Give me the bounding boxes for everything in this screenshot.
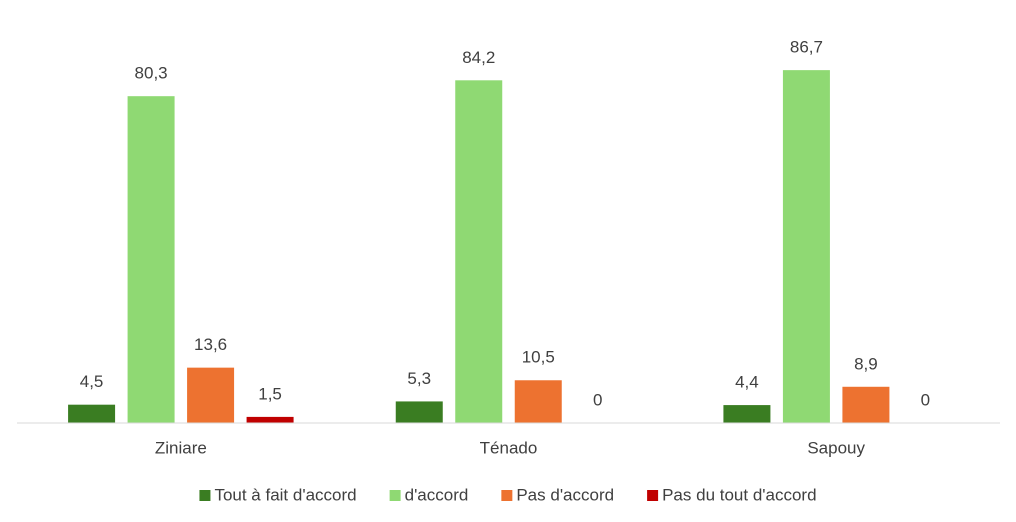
bar	[514, 380, 562, 423]
legend-swatch	[501, 490, 513, 501]
bar	[455, 80, 503, 423]
legend-swatch	[199, 490, 211, 501]
bar	[246, 416, 294, 423]
legend-label: Pas du tout d'accord	[662, 485, 816, 504]
legend-label: Tout à fait d'accord	[214, 485, 356, 504]
x-tick-label: Sapouy	[807, 438, 865, 457]
bar	[782, 70, 830, 424]
value-label: 13,6	[194, 335, 227, 354]
bar	[842, 386, 890, 423]
value-label: 5,3	[407, 369, 431, 388]
value-label: 80,3	[135, 64, 168, 83]
legend-label: Pas d'accord	[516, 485, 614, 504]
legend-swatch	[647, 490, 659, 501]
bar	[187, 367, 235, 423]
x-tick-label: Ziniare	[155, 438, 207, 457]
value-label: 0	[921, 390, 930, 409]
bar	[68, 404, 116, 423]
value-label: 84,2	[462, 48, 495, 67]
legend-swatch	[389, 490, 401, 501]
value-label: 4,4	[735, 373, 759, 392]
bar	[395, 401, 443, 423]
value-label: 1,5	[258, 384, 282, 403]
value-label: 8,9	[854, 354, 878, 373]
bar	[723, 405, 771, 423]
value-label: 86,7	[790, 38, 823, 57]
bar	[127, 96, 175, 423]
value-label: 4,5	[80, 372, 104, 391]
value-label: 0	[593, 390, 602, 409]
legend-label: d'accord	[405, 485, 469, 504]
x-tick-label: Ténado	[480, 438, 538, 457]
value-label: 10,5	[522, 348, 555, 367]
